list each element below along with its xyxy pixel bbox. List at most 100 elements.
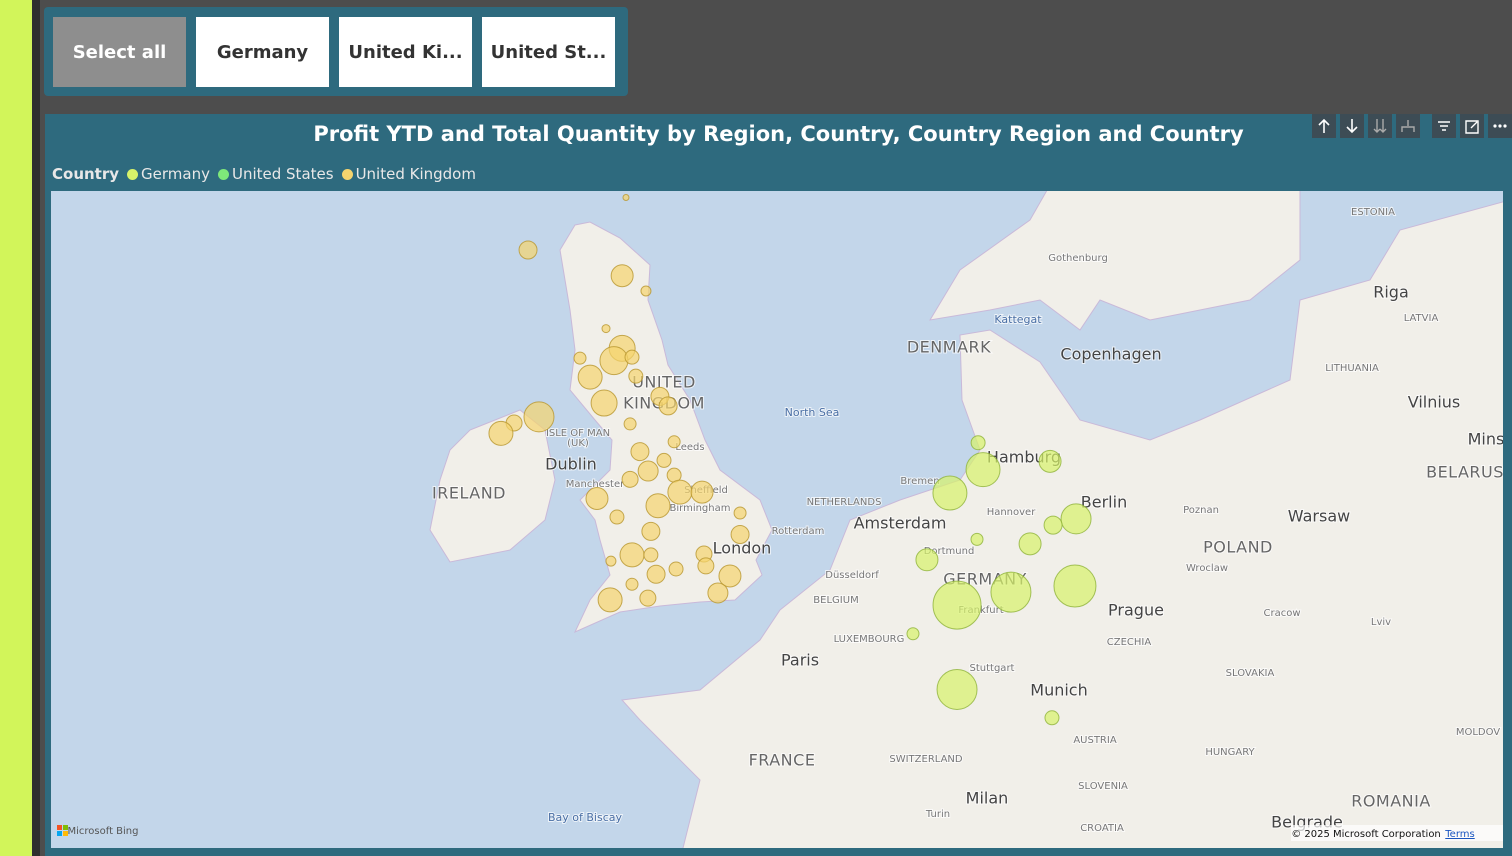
- map-label: ROMANIA: [1351, 792, 1431, 811]
- bubble[interactable]: [733, 506, 747, 520]
- map-visual: Profit YTD and Total Quantity by Region,…: [45, 114, 1512, 856]
- bubble[interactable]: [523, 401, 555, 433]
- map-label: Bremen: [900, 476, 939, 487]
- bubble[interactable]: [690, 480, 714, 504]
- map-label: UNITED: [632, 373, 696, 392]
- map-label: ESTONIA: [1351, 207, 1395, 218]
- slicer-button[interactable]: Select all: [53, 17, 186, 87]
- map-label: Bay of Biscay: [548, 811, 623, 824]
- bubble[interactable]: [1044, 710, 1060, 726]
- bubble[interactable]: [640, 285, 652, 297]
- map-label: Poznan: [1183, 505, 1219, 516]
- map-label: Lviv: [1371, 617, 1391, 628]
- bubble[interactable]: [667, 479, 693, 505]
- bubble[interactable]: [1060, 503, 1092, 535]
- map-label: IRELAND: [432, 484, 506, 503]
- bubble[interactable]: [619, 542, 645, 568]
- map-label: ISLE OF MAN: [546, 428, 610, 439]
- bubble[interactable]: [577, 364, 603, 390]
- bubble[interactable]: [623, 417, 637, 431]
- bubble[interactable]: [609, 509, 625, 525]
- map[interactable]: ESTONIA Riga LATVIA Gothenburg KattegatDENMA…: [51, 191, 1503, 848]
- bing-logo: [57, 831, 62, 836]
- legend-item[interactable]: United Kingdom: [341, 165, 476, 183]
- slicer: Select all Germany United Ki... United S…: [44, 7, 628, 96]
- legend-item[interactable]: United States: [217, 165, 334, 183]
- bubble[interactable]: [639, 589, 657, 607]
- bubble[interactable]: [1038, 449, 1062, 473]
- bing-logo: [63, 825, 68, 830]
- bubble[interactable]: [1053, 564, 1097, 608]
- bubble[interactable]: [630, 442, 650, 462]
- bubble[interactable]: [915, 548, 939, 572]
- bubble[interactable]: [932, 580, 982, 630]
- terms-link[interactable]: Terms: [1444, 829, 1474, 840]
- bubble[interactable]: [601, 324, 611, 334]
- bubble[interactable]: [637, 460, 659, 482]
- bubble[interactable]: [1043, 515, 1063, 535]
- map-label: BELGIUM: [813, 595, 858, 606]
- bubble[interactable]: [656, 452, 672, 468]
- bubble[interactable]: [573, 351, 587, 365]
- bubble[interactable]: [970, 435, 986, 451]
- bubble[interactable]: [488, 420, 514, 446]
- map-label: Birmingham: [670, 503, 731, 514]
- bubble[interactable]: [936, 668, 978, 710]
- side-strip: [0, 0, 32, 856]
- drill-hierarchy[interactable]: [1396, 114, 1420, 138]
- map-label: Wroclaw: [1186, 563, 1228, 574]
- bubble[interactable]: [643, 547, 659, 563]
- copyright: © 2025 Microsoft Corporation: [1291, 829, 1441, 840]
- drill-up[interactable]: [1312, 114, 1336, 138]
- bubbles: [488, 194, 1097, 726]
- filter[interactable]: [1432, 114, 1456, 138]
- bubble[interactable]: [518, 240, 538, 260]
- bubble[interactable]: [990, 571, 1032, 613]
- map-label: POLAND: [1203, 538, 1273, 557]
- bubble[interactable]: [622, 194, 630, 202]
- bubble[interactable]: [1018, 532, 1042, 556]
- bubble[interactable]: [590, 389, 618, 417]
- side-strip-dark: [32, 0, 40, 856]
- bubble[interactable]: [668, 561, 684, 577]
- expand-all[interactable]: [1368, 114, 1392, 138]
- drill-down[interactable]: [1340, 114, 1364, 138]
- bubble[interactable]: [667, 435, 681, 449]
- bubble[interactable]: [599, 346, 629, 376]
- attribution-bg: [1291, 825, 1503, 841]
- bubble[interactable]: [621, 470, 639, 488]
- bubble[interactable]: [624, 349, 640, 365]
- slicer-button[interactable]: United St...: [482, 17, 615, 87]
- bubble[interactable]: [585, 486, 609, 510]
- map-label: SWITZERLAND: [889, 754, 963, 765]
- bubble[interactable]: [610, 264, 634, 288]
- map-label: Manchester: [566, 479, 625, 490]
- bubble[interactable]: [965, 452, 1001, 488]
- bubble[interactable]: [628, 368, 644, 384]
- bubble[interactable]: [597, 587, 623, 613]
- more-options[interactable]: [1488, 114, 1512, 138]
- bubble[interactable]: [646, 564, 666, 584]
- bubble[interactable]: [970, 532, 984, 546]
- bubble[interactable]: [906, 627, 920, 641]
- legend-label: United Kingdom: [355, 165, 476, 183]
- bubble[interactable]: [645, 493, 671, 519]
- slicer-button[interactable]: Germany: [196, 17, 329, 87]
- bubble[interactable]: [718, 564, 742, 588]
- focus-mode[interactable]: [1460, 114, 1484, 138]
- bubble[interactable]: [932, 475, 968, 511]
- map-label: Stuttgart: [970, 663, 1015, 674]
- legend-item[interactable]: Germany: [127, 165, 210, 183]
- bubble[interactable]: [730, 525, 750, 545]
- legend-label: United States: [231, 165, 334, 183]
- bubble[interactable]: [707, 582, 729, 604]
- bubble[interactable]: [658, 396, 678, 416]
- bubble[interactable]: [641, 521, 661, 541]
- slicer-button[interactable]: United Ki...: [339, 17, 472, 87]
- bubble[interactable]: [605, 555, 617, 567]
- bubble[interactable]: [625, 577, 639, 591]
- map-label: SLOVAKIA: [1226, 668, 1275, 679]
- bubble[interactable]: [697, 557, 715, 575]
- map-label: Kattegat: [994, 313, 1042, 326]
